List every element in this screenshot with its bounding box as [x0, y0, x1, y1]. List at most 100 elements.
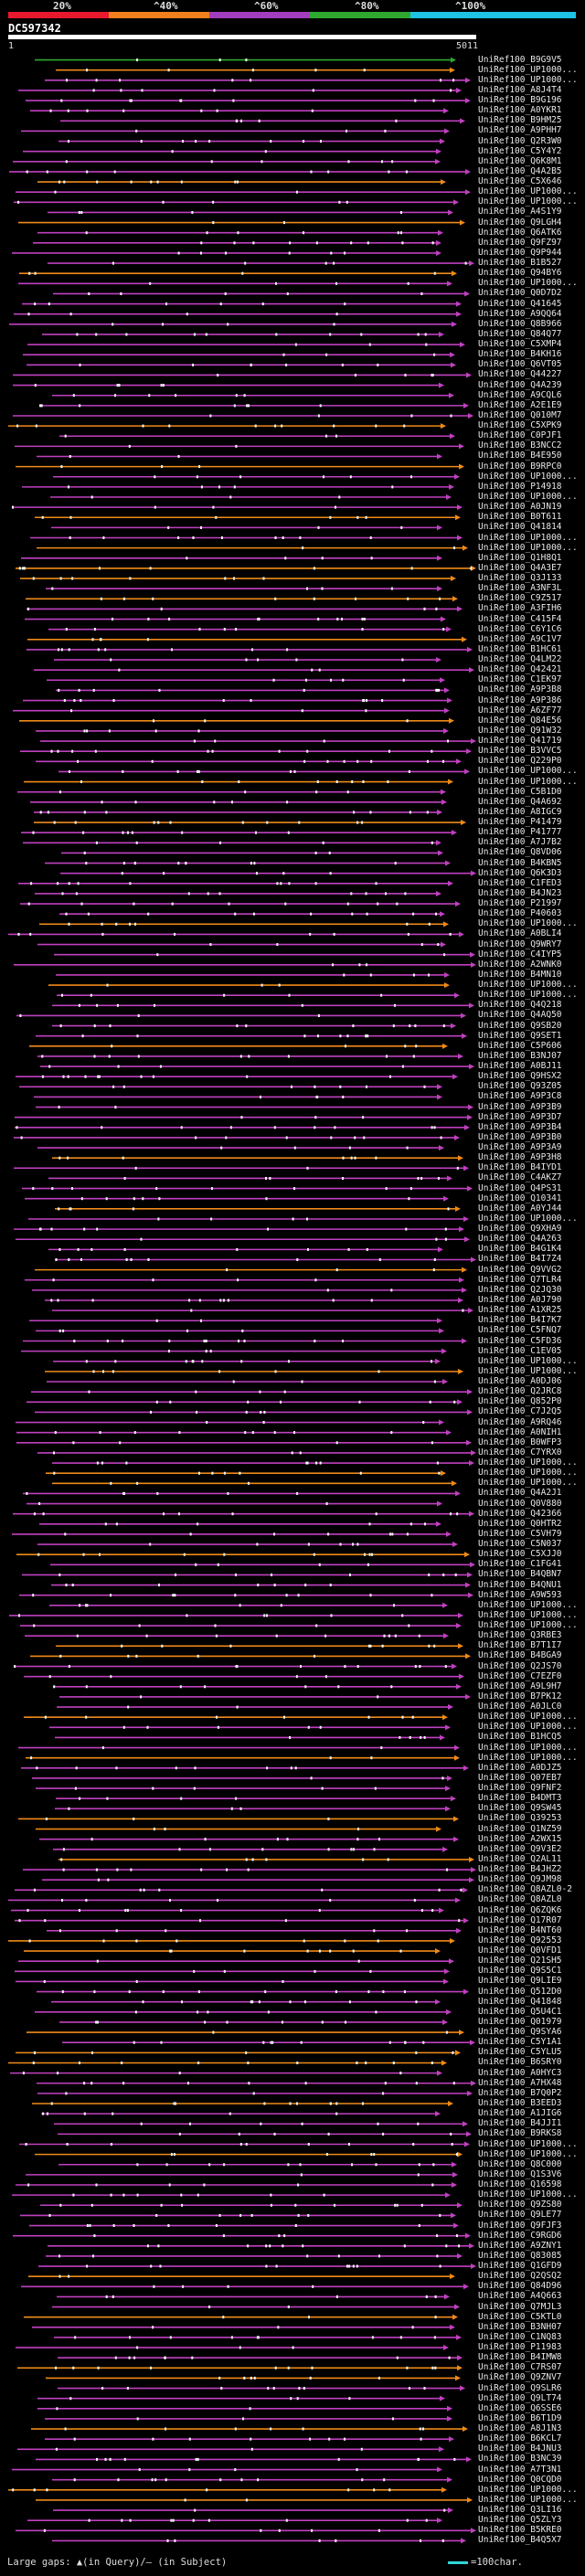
hit-label[interactable]: UniRef100_A2E1E9: [478, 399, 562, 410]
alignment-row[interactable]: [14, 311, 462, 317]
hit-label[interactable]: UniRef100_A9P3B9: [478, 1101, 562, 1112]
alignment-row[interactable]: [59, 2019, 448, 2025]
hit-label[interactable]: UniRef100_B4JNU3: [478, 2443, 562, 2454]
hit-label[interactable]: UniRef100_Q07EB7: [478, 1772, 562, 1783]
alignment-row[interactable]: [34, 1094, 442, 1100]
alignment-row[interactable]: [21, 2284, 469, 2290]
hit-label[interactable]: UniRef100_UP1000...: [478, 532, 578, 543]
hit-label[interactable]: UniRef100_C5XMP4: [478, 339, 562, 350]
hit-label[interactable]: UniRef100_Q1H8Q1: [478, 552, 562, 563]
hit-label[interactable]: UniRef100_UP1000...: [478, 980, 578, 991]
hit-label[interactable]: UniRef100_B4MN10: [478, 969, 562, 980]
alignment-row[interactable]: [29, 1043, 448, 1049]
hit-label[interactable]: UniRef100_Q512D0: [478, 1986, 562, 1997]
hit-label[interactable]: UniRef100_Q9SW45: [478, 1803, 562, 1814]
alignment-row[interactable]: [29, 2222, 459, 2229]
alignment-row[interactable]: [25, 616, 446, 622]
alignment-row[interactable]: [54, 951, 475, 958]
alignment-row[interactable]: [11, 1907, 444, 1913]
hit-label[interactable]: UniRef100_A8J1N3: [478, 2423, 562, 2434]
alignment-row[interactable]: [24, 779, 453, 785]
hit-label[interactable]: UniRef100_B4Q5X7: [478, 2535, 562, 2546]
alignment-row[interactable]: [52, 1023, 456, 1029]
alignment-row[interactable]: [18, 219, 465, 226]
hit-label[interactable]: UniRef100_UP1000...: [478, 776, 578, 787]
alignment-row[interactable]: [48, 1246, 443, 1253]
alignment-row[interactable]: [52, 392, 454, 398]
alignment-row[interactable]: [40, 738, 476, 745]
hit-label[interactable]: UniRef100_B3NH07: [478, 2321, 562, 2332]
hit-label[interactable]: UniRef100_Q93Z05: [478, 1081, 562, 1092]
hit-label[interactable]: UniRef100_A4Q663: [478, 2291, 562, 2302]
hit-label[interactable]: UniRef100_B9RKS8: [478, 2128, 562, 2139]
hit-label[interactable]: UniRef100_Q9S5C1: [478, 1966, 562, 1977]
hit-label[interactable]: UniRef100_Q9LIE9: [478, 1976, 562, 1987]
hit-label[interactable]: UniRef100_C4IYP5: [478, 949, 562, 959]
hit-label[interactable]: UniRef100_Q10341: [478, 1193, 562, 1203]
alignment-row[interactable]: [42, 331, 444, 337]
hit-label[interactable]: UniRef100_A1XR25: [478, 1305, 562, 1316]
hit-label[interactable]: UniRef100_B1B527: [478, 258, 562, 269]
hit-label[interactable]: UniRef100_B4IMW8: [478, 2352, 562, 2363]
alignment-row[interactable]: [48, 626, 452, 632]
hit-label[interactable]: UniRef100_Q8AZL0-2: [478, 1884, 572, 1895]
alignment-row[interactable]: [17, 2446, 444, 2453]
alignment-row[interactable]: [30, 799, 447, 805]
alignment-row[interactable]: [36, 1826, 441, 1832]
alignment-row[interactable]: [13, 412, 473, 419]
hit-label[interactable]: UniRef100_Q21SH5: [478, 1956, 562, 1966]
hit-label[interactable]: UniRef100_B9HM25: [478, 115, 562, 126]
hit-label[interactable]: UniRef100_B4G1K4: [478, 1244, 562, 1255]
alignment-row[interactable]: [23, 1867, 476, 1873]
hit-label[interactable]: UniRef100_A9P3H8: [478, 1152, 562, 1163]
hit-label[interactable]: UniRef100_A1JIG6: [478, 2108, 562, 2119]
alignment-row[interactable]: [37, 229, 443, 236]
alignment-row[interactable]: [22, 483, 454, 490]
alignment-row[interactable]: [22, 1185, 473, 1192]
hit-label[interactable]: UniRef100_A8J4T4: [478, 84, 562, 95]
alignment-row[interactable]: [23, 352, 455, 358]
hit-label[interactable]: UniRef100_Q41645: [478, 298, 562, 309]
alignment-row[interactable]: [50, 1562, 475, 1568]
alignment-row[interactable]: [23, 840, 441, 846]
alignment-row[interactable]: [26, 98, 471, 104]
hit-label[interactable]: UniRef100_Q8B966: [478, 318, 562, 329]
alignment-row[interactable]: [33, 239, 441, 246]
alignment-row[interactable]: [46, 586, 442, 592]
hit-label[interactable]: UniRef100_C5XJJ0: [478, 1549, 562, 1560]
alignment-row[interactable]: [48, 2242, 474, 2249]
alignment-row[interactable]: [8, 1897, 461, 1903]
hit-label[interactable]: UniRef100_UP1000...: [478, 990, 578, 1001]
hit-label[interactable]: UniRef100_A9P386: [478, 694, 562, 705]
hit-label[interactable]: UniRef100_UP1000...: [478, 2494, 578, 2505]
hit-label[interactable]: UniRef100_Q9SET1: [478, 1030, 562, 1041]
hit-label[interactable]: UniRef100_Q3J133: [478, 573, 562, 584]
hit-label[interactable]: UniRef100_A3NF3L: [478, 583, 562, 594]
alignment-row[interactable]: [24, 1948, 441, 1955]
alignment-row[interactable]: [30, 535, 463, 541]
alignment-row[interactable]: [57, 1704, 453, 1711]
alignment-row[interactable]: [58, 1856, 474, 1862]
alignment-row[interactable]: [9, 1612, 463, 1618]
alignment-row[interactable]: [16, 463, 464, 470]
alignment-row[interactable]: [60, 870, 476, 876]
hit-label[interactable]: UniRef100_A9W593: [478, 1589, 562, 1600]
alignment-row[interactable]: [21, 1348, 447, 1354]
hit-label[interactable]: UniRef100_A9L9H7: [478, 1680, 562, 1691]
alignment-row[interactable]: [14, 961, 476, 968]
hit-label[interactable]: UniRef100_UP1000...: [478, 766, 578, 777]
hit-label[interactable]: UniRef100_A0JLC0: [478, 1701, 562, 1712]
hit-label[interactable]: UniRef100_Q4Q218: [478, 1000, 562, 1011]
hit-label[interactable]: UniRef100_Q3RBE3: [478, 1630, 562, 1641]
hit-label[interactable]: UniRef100_B4JHZ2: [478, 1864, 562, 1875]
alignment-row[interactable]: [45, 1368, 463, 1374]
hit-label[interactable]: UniRef100_A0BLI4: [478, 928, 562, 939]
alignment-row[interactable]: [13, 372, 472, 378]
hit-label[interactable]: UniRef100_Q6K3D3: [478, 867, 562, 878]
alignment-row[interactable]: [26, 1754, 460, 1761]
hit-label[interactable]: UniRef100_B3VVC5: [478, 746, 562, 757]
alignment-row[interactable]: [60, 118, 465, 124]
alignment-row[interactable]: [37, 2090, 473, 2096]
hit-label[interactable]: UniRef100_A9P3B8: [478, 684, 562, 695]
alignment-row[interactable]: [18, 1816, 459, 1822]
